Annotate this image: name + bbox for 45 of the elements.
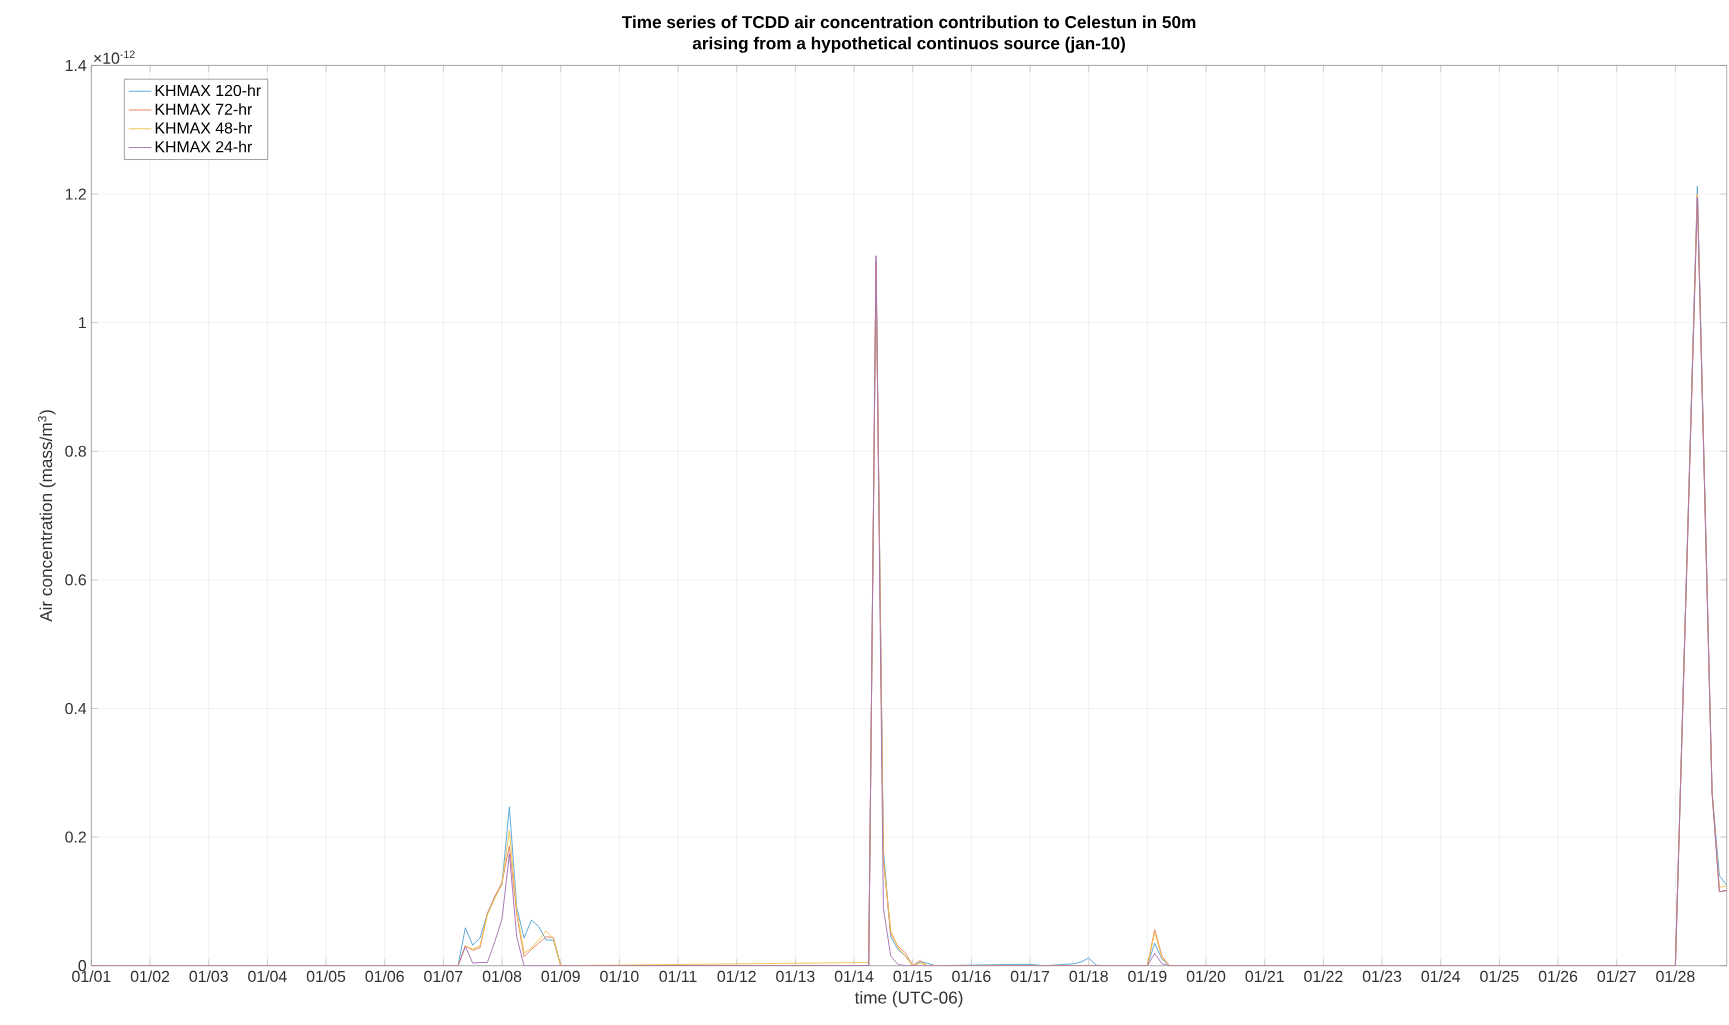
- x-tick-label: 01/06: [365, 970, 404, 982]
- x-tick-label: 01/04: [248, 970, 287, 982]
- x-tick-label: 01/28: [1656, 970, 1695, 982]
- x-axis-title: time (UTC-06): [854, 991, 963, 1008]
- x-tick-label: 01/20: [1186, 970, 1226, 982]
- legend-label: KHMAX 48-hr: [155, 121, 253, 134]
- legend-label: KHMAX 72-hr: [155, 103, 253, 115]
- x-tick-label: 01/24: [1421, 970, 1461, 982]
- x-tick-label: 01/26: [1538, 970, 1578, 982]
- x-tick-label: 01/07: [424, 970, 463, 982]
- y-tick-label: 0: [78, 960, 87, 972]
- x-tick-label: 01/16: [952, 970, 991, 982]
- x-tick-label: 01/19: [1128, 970, 1167, 982]
- chart-subtitle: arising from a hypothetical continuos source (jan-10): [692, 36, 1125, 53]
- legend-label: KHMAX 24-hr: [155, 140, 253, 153]
- x-tick-label: 01/02: [130, 970, 170, 982]
- chart-title: Time series of TCDD air concentration contribution to Celestun in 50m: [621, 15, 1196, 29]
- x-tick-label: 01/11: [659, 970, 697, 982]
- y-tick-label: 0.8: [65, 445, 87, 457]
- x-tick-label: 01/18: [1069, 970, 1108, 982]
- x-tick-label: 01/01: [72, 970, 111, 982]
- x-tick-label: 01/25: [1480, 970, 1519, 982]
- text: ×10$^{-12}$: [94, 50, 135, 64]
- x-tick-label: 01/23: [1362, 970, 1402, 982]
- x-tick-label: 01/22: [1304, 970, 1343, 982]
- x-tick-label: 01/05: [306, 970, 346, 982]
- y-tick-label: 0.2: [65, 831, 86, 843]
- y-axis-title: Air concentration (mass/m$^{3}$): [37, 410, 56, 622]
- x-tick-label: 01/09: [541, 970, 580, 982]
- y-tick-label: 0.4: [65, 702, 87, 714]
- y-tick-label: 1.2: [65, 188, 86, 200]
- x-tick-label: 01/21: [1245, 970, 1284, 982]
- y-tick-label: 1.4: [65, 59, 87, 71]
- legend-label: KHMAX 120-hr: [155, 84, 261, 97]
- x-tick-label: 01/14: [834, 970, 874, 982]
- x-tick-label: 01/15: [893, 970, 932, 982]
- x-tick-label: 01/10: [600, 970, 639, 982]
- x-tick-label: 01/12: [717, 970, 756, 982]
- x-tick-label: 01/27: [1597, 970, 1636, 982]
- x-tick-label: 01/17: [1010, 970, 1050, 982]
- y-tick-label: 1: [79, 317, 86, 329]
- x-tick-label: 01/03: [189, 970, 228, 982]
- x-tick-label: 01/08: [482, 970, 522, 982]
- x-tick-label: 01/13: [776, 970, 815, 982]
- y-tick-label: 0.6: [65, 574, 87, 586]
